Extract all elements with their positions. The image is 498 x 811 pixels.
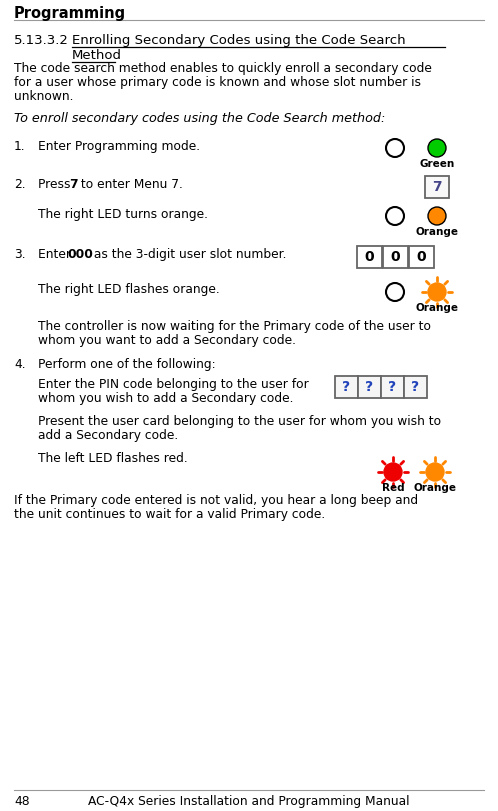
Text: 7: 7 — [69, 178, 78, 191]
Circle shape — [428, 139, 446, 157]
FancyBboxPatch shape — [382, 246, 407, 268]
Text: 5.13.3.2: 5.13.3.2 — [14, 34, 69, 47]
Text: Green: Green — [419, 159, 455, 169]
Text: 7: 7 — [432, 180, 442, 194]
Text: To enroll secondary codes using the Code Search method:: To enroll secondary codes using the Code… — [14, 112, 385, 125]
Text: Enter: Enter — [38, 248, 75, 261]
Text: Enter the PIN code belonging to the user for: Enter the PIN code belonging to the user… — [38, 378, 309, 391]
Text: Perform one of the following:: Perform one of the following: — [38, 358, 216, 371]
Text: ?: ? — [342, 380, 350, 394]
Text: Orange: Orange — [415, 303, 459, 313]
Text: as the 3-digit user slot number.: as the 3-digit user slot number. — [90, 248, 286, 261]
Text: The right LED flashes orange.: The right LED flashes orange. — [38, 283, 220, 296]
Circle shape — [428, 207, 446, 225]
Text: Enter Programming mode.: Enter Programming mode. — [38, 140, 200, 153]
Text: whom you wish to add a Secondary code.: whom you wish to add a Secondary code. — [38, 392, 293, 405]
Text: 3.: 3. — [14, 248, 25, 261]
Text: The controller is now waiting for the Primary code of the user to: The controller is now waiting for the Pr… — [38, 320, 431, 333]
Text: ?: ? — [411, 380, 419, 394]
FancyBboxPatch shape — [357, 246, 381, 268]
Text: AC-Q4x Series Installation and Programming Manual: AC-Q4x Series Installation and Programmi… — [88, 795, 410, 808]
Circle shape — [428, 283, 446, 301]
Text: Red: Red — [381, 483, 404, 493]
Text: Enrolling Secondary Codes using the Code Search: Enrolling Secondary Codes using the Code… — [72, 34, 406, 47]
Text: Orange: Orange — [415, 227, 459, 237]
Text: Orange: Orange — [413, 483, 457, 493]
Text: ?: ? — [365, 380, 373, 394]
Text: The code search method enables to quickly enroll a secondary code: The code search method enables to quickl… — [14, 62, 432, 75]
Text: 0: 0 — [390, 250, 400, 264]
FancyBboxPatch shape — [358, 376, 380, 398]
Text: Present the user card belonging to the user for whom you wish to: Present the user card belonging to the u… — [38, 415, 441, 428]
Circle shape — [426, 463, 444, 481]
Text: Programming: Programming — [14, 6, 126, 21]
Text: add a Secondary code.: add a Secondary code. — [38, 429, 178, 442]
Text: Press: Press — [38, 178, 74, 191]
FancyBboxPatch shape — [425, 176, 449, 198]
FancyBboxPatch shape — [380, 376, 403, 398]
Text: to enter Menu 7.: to enter Menu 7. — [77, 178, 183, 191]
Circle shape — [384, 463, 402, 481]
Text: 0: 0 — [416, 250, 426, 264]
Text: The left LED flashes red.: The left LED flashes red. — [38, 452, 188, 465]
FancyBboxPatch shape — [408, 246, 433, 268]
Text: 000: 000 — [67, 248, 93, 261]
Text: 1.: 1. — [14, 140, 25, 153]
Text: the unit continues to wait for a valid Primary code.: the unit continues to wait for a valid P… — [14, 508, 325, 521]
Text: 48: 48 — [14, 795, 29, 808]
Text: Method: Method — [72, 49, 122, 62]
Text: 2.: 2. — [14, 178, 25, 191]
Text: The right LED turns orange.: The right LED turns orange. — [38, 208, 208, 221]
Text: whom you want to add a Secondary code.: whom you want to add a Secondary code. — [38, 334, 296, 347]
Text: 4.: 4. — [14, 358, 25, 371]
FancyBboxPatch shape — [403, 376, 426, 398]
Text: 0: 0 — [364, 250, 374, 264]
Text: ?: ? — [388, 380, 396, 394]
Text: for a user whose primary code is known and whose slot number is: for a user whose primary code is known a… — [14, 76, 421, 89]
Text: If the Primary code entered is not valid, you hear a long beep and: If the Primary code entered is not valid… — [14, 494, 418, 507]
FancyBboxPatch shape — [335, 376, 358, 398]
Text: unknown.: unknown. — [14, 90, 74, 103]
